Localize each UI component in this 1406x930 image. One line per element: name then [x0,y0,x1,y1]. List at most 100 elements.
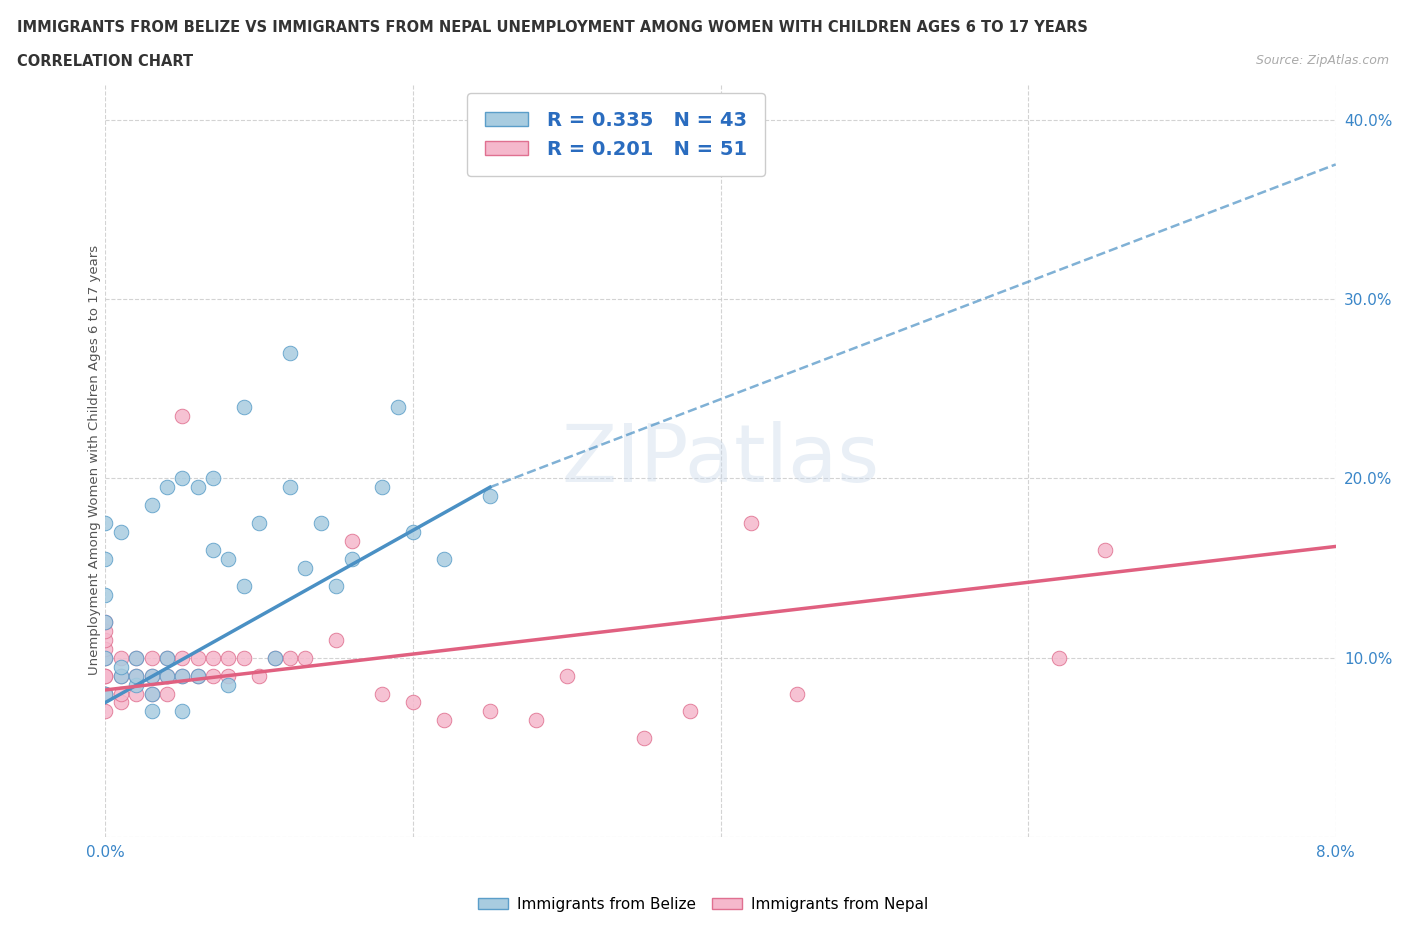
Point [740,515,762,530]
Point [94,551,117,566]
Point [294,650,316,665]
Point [110,650,132,665]
Point [125,668,148,683]
Point [172,408,194,423]
Point [94,515,117,530]
Point [94,650,117,665]
Point [232,578,254,593]
Point [263,650,285,665]
Point [110,668,132,683]
Point [141,668,163,683]
Text: ZIPatlas: ZIPatlas [561,421,880,499]
Point [278,650,301,665]
Point [1094,542,1116,557]
Legend: Immigrants from Belize, Immigrants from Nepal: Immigrants from Belize, Immigrants from … [471,891,935,918]
Legend: R = 0.335   N = 43, R = 0.201   N = 51: R = 0.335 N = 43, R = 0.201 N = 51 [467,93,765,176]
Point [156,686,179,701]
Point [402,695,425,710]
Point [232,650,254,665]
Point [94,642,117,657]
Y-axis label: Unemployment Among Women with Children Ages 6 to 17 years: Unemployment Among Women with Children A… [87,246,101,675]
Point [478,489,501,504]
Point [278,345,301,360]
Point [94,632,117,647]
Point [202,668,225,683]
Point [478,704,501,719]
Point [263,650,285,665]
Point [94,615,117,630]
Point [371,480,394,495]
Point [340,551,363,566]
Point [1047,650,1070,665]
Point [202,542,225,557]
Point [172,471,194,485]
Point [125,686,148,701]
Point [94,615,117,630]
Point [202,471,225,485]
Point [187,650,209,665]
Point [371,686,394,701]
Point [202,650,225,665]
Point [679,704,702,719]
Point [433,551,456,566]
Point [156,650,179,665]
Point [524,713,547,728]
Point [141,686,163,701]
Point [633,731,655,746]
Point [110,659,132,674]
Point [125,668,148,683]
Point [218,668,240,683]
Point [172,668,194,683]
Point [94,650,117,665]
Point [172,650,194,665]
Point [278,480,301,495]
Point [218,650,240,665]
Point [94,668,117,683]
Point [187,668,209,683]
Point [433,713,456,728]
Point [125,650,148,665]
Point [94,668,117,683]
Point [218,551,240,566]
Point [156,650,179,665]
Point [110,668,132,683]
Point [325,632,347,647]
Point [94,623,117,638]
Point [94,704,117,719]
Point [141,650,163,665]
Point [94,686,117,701]
Point [156,480,179,495]
Point [125,677,148,692]
Point [325,578,347,593]
Point [141,686,163,701]
Point [141,668,163,683]
Text: Source: ZipAtlas.com: Source: ZipAtlas.com [1256,54,1389,67]
Text: IMMIGRANTS FROM BELIZE VS IMMIGRANTS FROM NEPAL UNEMPLOYMENT AMONG WOMEN WITH CH: IMMIGRANTS FROM BELIZE VS IMMIGRANTS FRO… [17,20,1088,35]
Point [141,498,163,512]
Point [247,515,270,530]
Point [110,525,132,539]
Point [218,677,240,692]
Point [555,668,578,683]
Point [125,650,148,665]
Point [402,525,425,539]
Point [309,515,332,530]
Point [172,668,194,683]
Point [232,399,254,414]
Point [156,668,179,683]
Point [340,534,363,549]
Point [141,704,163,719]
Point [94,588,117,603]
Point [110,695,132,710]
Point [294,561,316,576]
Point [94,686,117,701]
Point [786,686,808,701]
Point [172,704,194,719]
Text: CORRELATION CHART: CORRELATION CHART [17,54,193,69]
Point [94,686,117,701]
Point [187,668,209,683]
Point [156,668,179,683]
Point [247,668,270,683]
Point [387,399,409,414]
Point [187,480,209,495]
